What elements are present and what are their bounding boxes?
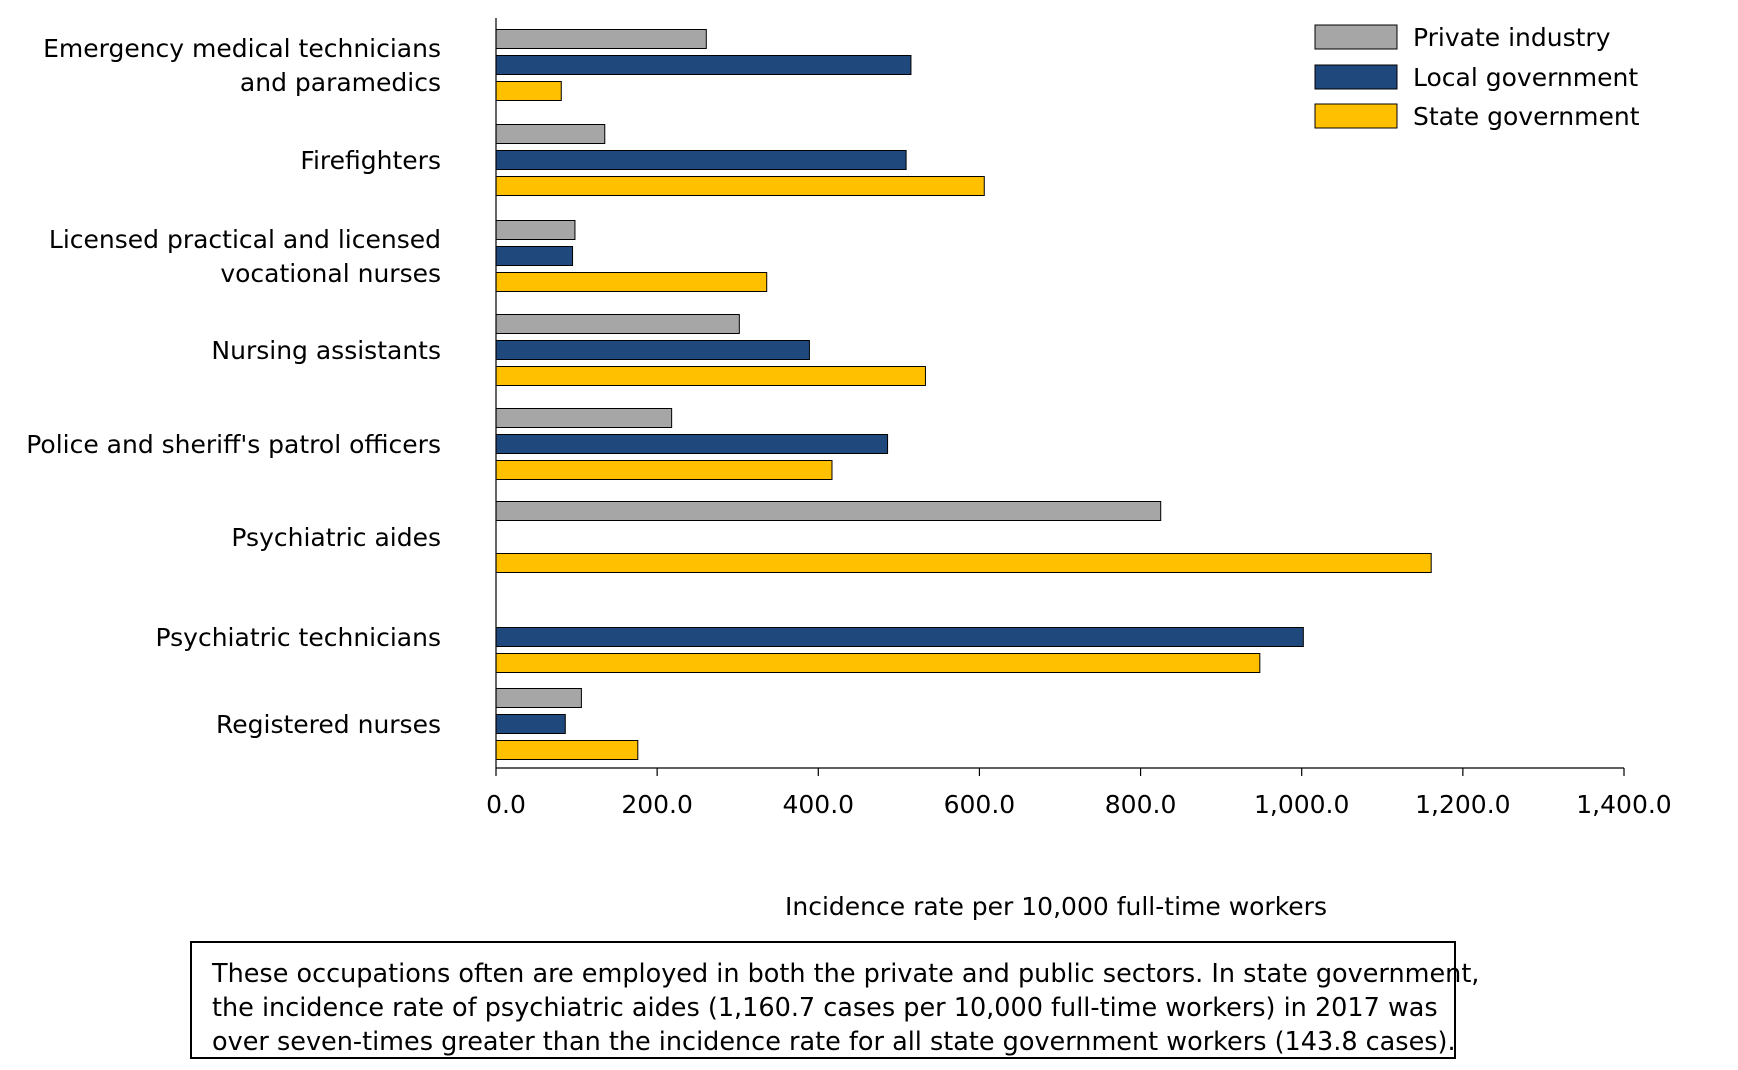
x-tick-label: 200.0 [621,790,693,819]
category-label: Psychiatric technicians [156,623,441,652]
category-label: Police and sheriff's patrol officers [26,430,441,459]
category-label: Registered nurses [216,710,441,739]
bar-local-government-police-and-sheriff-s-patrol-officers [495,434,889,454]
category-label-line: and paramedics [240,68,441,97]
category-labels: Emergency medical technicians and paramed… [26,34,441,739]
bar-local-government-psychiatric-technicians [495,627,1304,647]
bar-private-industry-licensed-practical-and-licensed [495,220,576,240]
bar-private-industry-emergency-medical-technicians [495,29,707,49]
bar-local-government-emergency-medical-technicians [495,55,912,75]
bar-local-government-registered-nurses [495,714,566,734]
category-label: Licensed practical and licensed vocationa… [49,225,441,288]
bars-layer [495,29,1432,760]
bar-state-government-licensed-practical-and-licensed [495,272,768,292]
bar-local-government-firefighters [495,150,907,170]
bar-private-industry-nursing-assistants [495,314,740,334]
bar-private-industry-psychiatric-aides [495,501,1162,521]
category-label: Emergency medical technicians and paramed… [43,34,441,97]
category-label-line: vocational nurses [220,259,441,288]
legend-label-private-industry: Private industry [1413,23,1611,52]
category-label-line: Registered nurses [216,710,441,739]
bar-private-industry-firefighters [495,124,606,144]
bar-state-government-firefighters [495,176,985,196]
note-line: over seven-times greater than the incide… [212,1027,1456,1057]
bar-private-industry-police-and-sheriff-s-patrol-officers [495,408,673,428]
category-label-line: Licensed practical and licensed [49,225,441,254]
x-tick-label: 1,400.0 [1576,790,1671,819]
category-label-line: Firefighters [300,146,441,175]
x-tick-label: 800.0 [1105,790,1177,819]
legend-swatch-local-government [1314,64,1398,90]
bar-state-government-psychiatric-technicians [495,653,1261,673]
category-label-line: Nursing assistants [211,336,441,365]
x-tick-label: 0.0 [486,790,526,819]
category-label-line: Psychiatric aides [231,523,441,552]
legend: Private industry Local government State go… [1314,23,1640,131]
category-label: Psychiatric aides [231,523,441,552]
category-label-line: Police and sheriff's patrol officers [26,430,441,459]
note-line: the incidence rate of psychiatric aides … [212,993,1438,1023]
bar-state-government-nursing-assistants [495,366,926,386]
category-label-line: Psychiatric technicians [156,623,441,652]
bar-state-government-psychiatric-aides [495,553,1432,573]
x-tick-label: 1,000.0 [1254,790,1349,819]
bar-private-industry-registered-nurses [495,688,582,708]
legend-label-state-government: State government [1413,102,1640,131]
axis-layer: 0.0 200.0 400.0 600.0 800.0 1,000.0 1,200.0 1,4… [486,18,1672,819]
bar-state-government-police-and-sheriff-s-patrol-officers [495,460,833,480]
x-tick-label: 400.0 [782,790,854,819]
x-tick-label: 1,200.0 [1415,790,1510,819]
bar-state-government-emergency-medical-technicians [495,81,562,101]
note-box: These occupations often are employed in … [190,941,1480,1059]
bar-state-government-registered-nurses [495,740,639,760]
note-line: These occupations often are employed in … [212,959,1480,989]
category-label: Firefighters [300,146,441,175]
bar-local-government-licensed-practical-and-licensed [495,246,574,266]
x-tick-label: 600.0 [944,790,1016,819]
category-label-line: Emergency medical technicians [43,34,441,63]
legend-swatch-state-government [1314,103,1398,129]
category-label: Nursing assistants [211,336,441,365]
x-axis-title: Incidence rate per 10,000 full-time work… [785,892,1327,921]
legend-swatch-private-industry [1314,24,1398,50]
legend-label-local-government: Local government [1413,63,1638,92]
bar-local-government-nursing-assistants [495,340,810,360]
